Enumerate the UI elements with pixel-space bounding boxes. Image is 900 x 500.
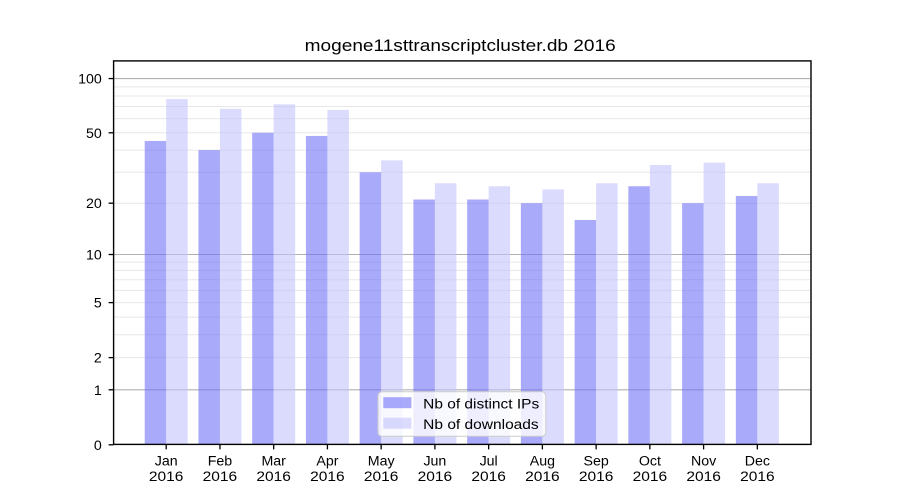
- svg-text:Mar: Mar: [261, 453, 286, 469]
- svg-text:Sep: Sep: [583, 453, 608, 469]
- svg-text:2016: 2016: [203, 469, 238, 485]
- svg-text:10: 10: [86, 248, 102, 264]
- svg-text:Jan: Jan: [155, 453, 178, 469]
- svg-text:Dec: Dec: [745, 453, 770, 469]
- svg-text:Oct: Oct: [639, 453, 661, 469]
- svg-text:May: May: [368, 453, 396, 469]
- svg-text:Aug: Aug: [530, 453, 555, 469]
- svg-text:Nov: Nov: [691, 453, 717, 469]
- svg-text:Nb of downloads: Nb of downloads: [423, 417, 539, 433]
- svg-text:2016: 2016: [256, 469, 291, 485]
- svg-text:2016: 2016: [310, 469, 345, 485]
- svg-text:Apr: Apr: [316, 453, 338, 469]
- svg-text:50: 50: [86, 126, 102, 142]
- svg-text:2: 2: [94, 351, 102, 367]
- svg-text:2016: 2016: [525, 469, 560, 485]
- svg-text:100: 100: [78, 72, 102, 88]
- svg-text:2016: 2016: [471, 469, 506, 485]
- svg-text:1: 1: [94, 383, 102, 399]
- svg-text:2016: 2016: [579, 469, 614, 485]
- svg-text:2016: 2016: [364, 469, 399, 485]
- svg-text:2016: 2016: [686, 469, 721, 485]
- svg-text:Nb of distinct IPs: Nb of distinct IPs: [423, 397, 539, 413]
- svg-text:Feb: Feb: [208, 453, 233, 469]
- svg-text:20: 20: [86, 196, 102, 212]
- svg-text:0: 0: [94, 438, 102, 454]
- svg-text:2016: 2016: [418, 469, 453, 485]
- svg-text:mogene11sttranscriptcluster.db: mogene11sttranscriptcluster.db 2016: [305, 36, 616, 55]
- svg-text:Jul: Jul: [480, 453, 498, 469]
- svg-text:5: 5: [94, 296, 102, 312]
- svg-text:2016: 2016: [633, 469, 668, 485]
- svg-text:2016: 2016: [149, 469, 184, 485]
- svg-text:2016: 2016: [740, 469, 775, 485]
- svg-text:Jun: Jun: [423, 453, 446, 469]
